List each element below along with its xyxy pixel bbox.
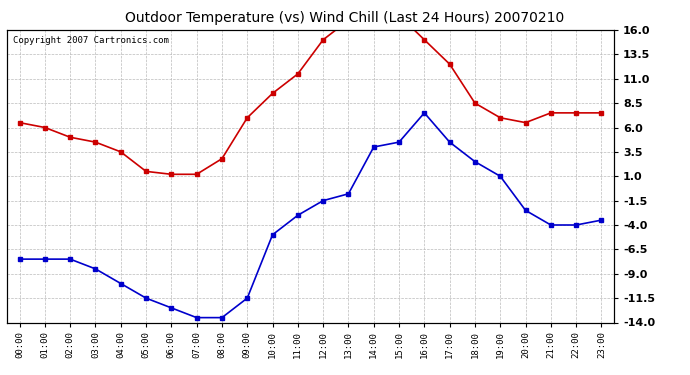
Text: Outdoor Temperature (vs) Wind Chill (Last 24 Hours) 20070210: Outdoor Temperature (vs) Wind Chill (Las…: [126, 11, 564, 25]
Text: Copyright 2007 Cartronics.com: Copyright 2007 Cartronics.com: [13, 36, 169, 45]
